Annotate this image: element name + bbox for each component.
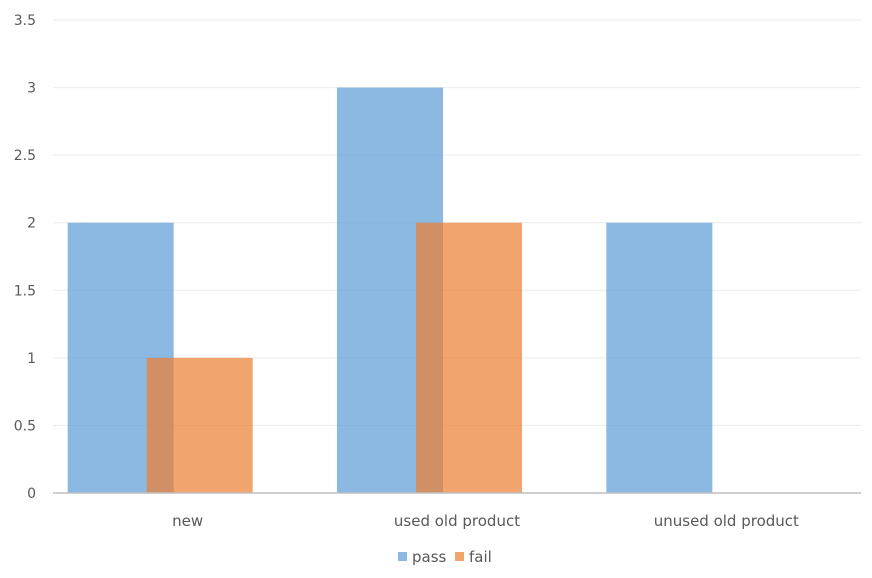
x-category-label: new [172,512,203,530]
bars [67,87,713,494]
bar-fail-1 [416,222,522,493]
legend-swatch-fail [455,552,464,561]
y-tick-label: 1.5 [14,283,36,299]
y-tick-label: 2 [27,216,36,232]
x-category-label: unused old product [654,512,799,530]
x-category-label: used old product [394,512,520,530]
y-tick-label: 0 [27,486,36,502]
y-tick-label: 0.5 [14,418,36,434]
legend: pass fail [398,548,492,566]
bar-pass-2 [606,222,713,493]
bar-fail-0 [146,357,253,493]
y-tick-label: 1 [27,351,36,367]
x-axis-category-labels: new used old product unused old product [172,512,799,530]
legend-label-pass: pass [412,548,447,566]
y-tick-label: 3 [27,81,36,97]
y-axis-tick-labels: 0 0.5 1 1.5 2 2.5 3 3.5 [14,13,36,502]
y-tick-label: 3.5 [14,13,36,29]
legend-swatch-pass [398,552,407,561]
legend-label-fail: fail [469,548,492,566]
y-tick-label: 2.5 [14,148,36,164]
